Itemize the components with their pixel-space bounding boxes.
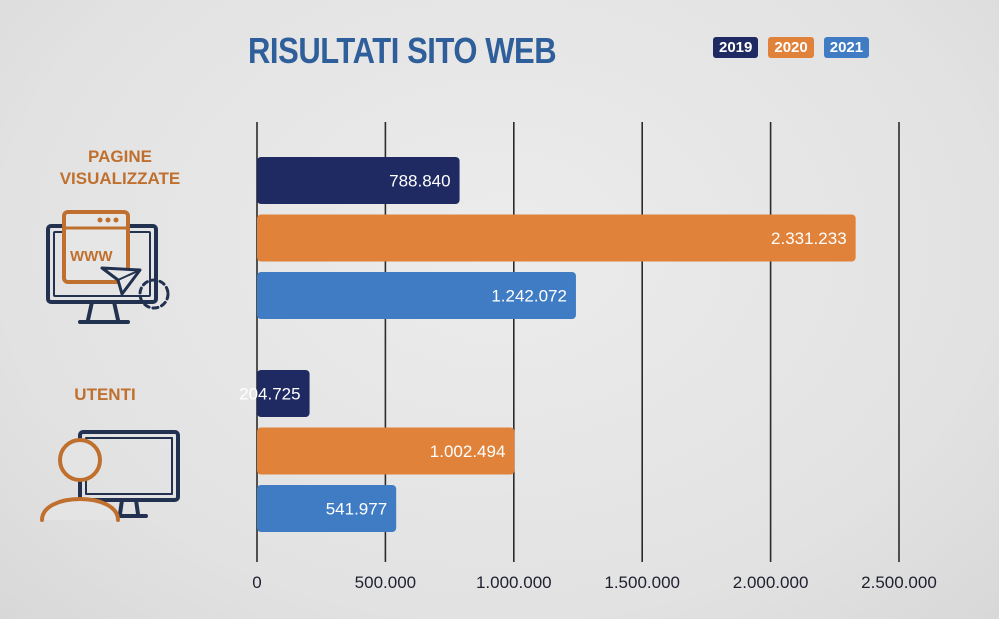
- bar-2021-utenti: [257, 485, 397, 532]
- bar-2019-utenti: [257, 370, 310, 417]
- x-tick-label: 1.000.000: [476, 573, 552, 592]
- x-tick-label: 500.000: [355, 573, 416, 592]
- web-page-monitor-icon: WWW: [46, 210, 170, 324]
- bar-2020-utenti: [257, 427, 515, 475]
- bar-value-label: 204.725: [239, 385, 300, 404]
- x-tick-label: 0: [252, 573, 261, 592]
- bar-value-label: 1.002.494: [430, 442, 506, 461]
- chart-title: RISULTATI SITO WEB: [248, 30, 557, 71]
- group-label-line2: VISUALIZZATE: [59, 169, 181, 188]
- legend-item-2021: 2021: [823, 37, 870, 58]
- user-monitor-icon: [40, 430, 180, 522]
- bar-value-label: 1.242.072: [491, 287, 567, 306]
- group-label-utenti: UTENTI: [50, 384, 160, 406]
- bar-value-label: 788.840: [389, 172, 450, 191]
- x-tick-label: 1.500.000: [604, 573, 680, 592]
- group-label-line1: PAGINE: [88, 147, 152, 166]
- x-tick-label: 2.000.000: [733, 573, 809, 592]
- group-label-line1: UTENTI: [74, 385, 136, 404]
- legend-item-2020: 2020: [768, 37, 814, 58]
- legend-item-2019: 2019: [713, 37, 759, 58]
- bar-2020-pagine: [257, 214, 856, 262]
- legend: 2019 2020 2021: [713, 37, 870, 58]
- svg-text:WWW: WWW: [70, 248, 113, 265]
- bar-value-label: 2.331.233: [771, 229, 847, 248]
- bar-2019-pagine: [257, 157, 460, 204]
- group-label-pagine: PAGINE VISUALIZZATE: [50, 146, 190, 190]
- x-tick-label: 2.500.000: [861, 573, 937, 592]
- bar-2021-pagine: [257, 272, 576, 319]
- bar-value-label: 541.977: [326, 500, 387, 519]
